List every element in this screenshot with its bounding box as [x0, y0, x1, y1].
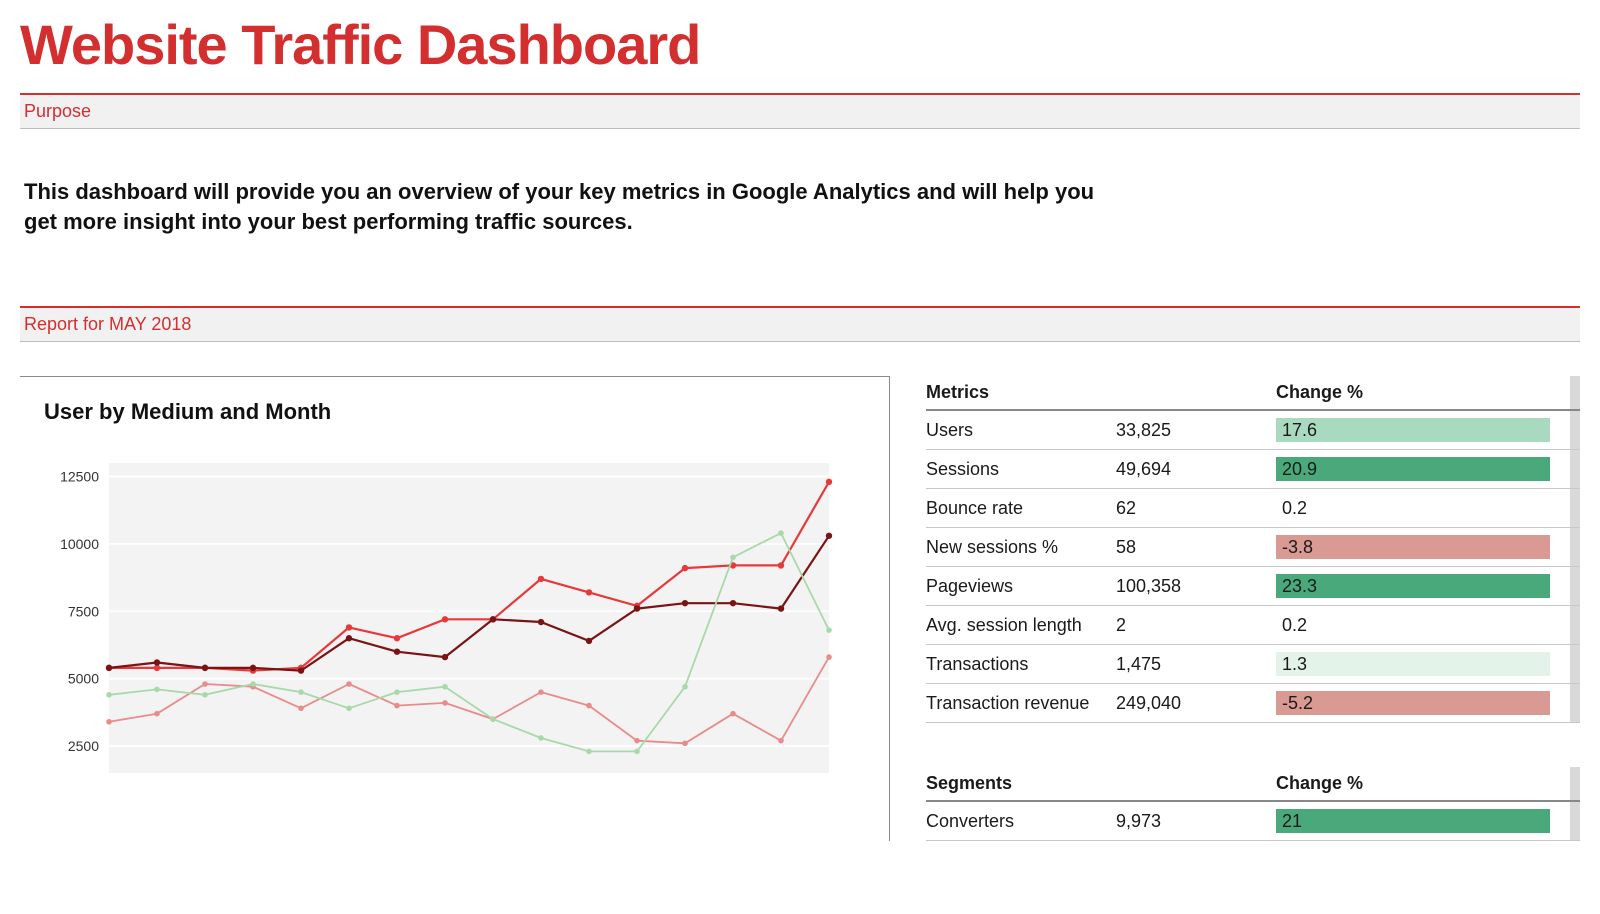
metrics-value: 249,040 — [1116, 684, 1276, 723]
metrics-edge — [1570, 528, 1580, 567]
metrics-change-label: 23.3 — [1276, 576, 1317, 596]
metrics-change: -5.2 — [1276, 684, 1570, 723]
metrics-change-label: 17.6 — [1276, 420, 1317, 440]
segments-header-metric: Segments — [926, 767, 1116, 801]
metrics-change: 1.3 — [1276, 645, 1570, 684]
segments-header-change: Change % — [1276, 767, 1570, 801]
svg-text:12500: 12500 — [60, 469, 99, 485]
metrics-change-label: 1.3 — [1276, 654, 1307, 674]
svg-text:10000: 10000 — [60, 536, 99, 552]
purpose-label: Purpose — [24, 101, 91, 121]
metrics-header-change: Change % — [1276, 376, 1570, 410]
svg-text:2500: 2500 — [68, 738, 99, 754]
metrics-value: 62 — [1116, 489, 1276, 528]
metrics-change-bar — [1276, 418, 1550, 442]
metrics-change-bar — [1276, 691, 1550, 715]
report-section-header: Report for MAY 2018 — [20, 306, 1580, 342]
metrics-change-label: 0.2 — [1276, 615, 1307, 635]
segments-row: Converters9,97321 — [926, 801, 1580, 841]
chart-title: User by Medium and Month — [44, 399, 865, 425]
metrics-header-edge — [1570, 376, 1580, 410]
chart-panel: User by Medium and Month 2500 5000 7500 100… — [20, 376, 890, 841]
metrics-header-metric: Metrics — [926, 376, 1116, 410]
metrics-change: 17.6 — [1276, 410, 1570, 450]
metrics-change-label: 0.2 — [1276, 498, 1307, 518]
metrics-value: 2 — [1116, 606, 1276, 645]
metrics-metric: Users — [926, 410, 1116, 450]
svg-text:7500: 7500 — [68, 604, 99, 620]
tables-column: Metrics Change % Users33,82517.6Sessions… — [926, 376, 1580, 841]
chart-wrap: 2500 5000 7500 10000 12500 — [44, 453, 865, 793]
metrics-metric: Transaction revenue — [926, 684, 1116, 723]
metrics-row: Pageviews100,35823.3 — [926, 567, 1580, 606]
segments-change: 21 — [1276, 801, 1570, 841]
metrics-metric: Avg. session length — [926, 606, 1116, 645]
metrics-row: Bounce rate620.2 — [926, 489, 1580, 528]
report-label: Report for MAY 2018 — [24, 314, 191, 334]
metrics-row: Transaction revenue249,040-5.2 — [926, 684, 1580, 723]
metrics-change: 0.2 — [1276, 606, 1570, 645]
metrics-metric: New sessions % — [926, 528, 1116, 567]
metrics-value: 58 — [1116, 528, 1276, 567]
metrics-metric: Transactions — [926, 645, 1116, 684]
metrics-header-value-spacer — [1116, 376, 1276, 410]
metrics-edge — [1570, 489, 1580, 528]
segments-table: Segments Change % Converters9,97321 — [926, 767, 1580, 841]
metrics-value: 100,358 — [1116, 567, 1276, 606]
segments-change-bar — [1276, 809, 1550, 833]
segments-metric: Converters — [926, 801, 1116, 841]
metrics-edge — [1570, 450, 1580, 489]
segments-header-value-spacer — [1116, 767, 1276, 801]
metrics-edge — [1570, 606, 1580, 645]
metrics-change-bar — [1276, 574, 1550, 598]
metrics-row: Sessions49,69420.9 — [926, 450, 1580, 489]
metrics-row: Users33,82517.6 — [926, 410, 1580, 450]
metrics-value: 33,825 — [1116, 410, 1276, 450]
metrics-change-label: 20.9 — [1276, 459, 1317, 479]
metrics-change-bar — [1276, 652, 1550, 676]
metrics-change: 20.9 — [1276, 450, 1570, 489]
metrics-change-bar — [1276, 535, 1550, 559]
metrics-edge — [1570, 567, 1580, 606]
metrics-change: 23.3 — [1276, 567, 1570, 606]
segments-change-label: 21 — [1276, 811, 1302, 831]
segments-header-edge — [1570, 767, 1580, 801]
segments-edge — [1570, 801, 1580, 841]
metrics-value: 49,694 — [1116, 450, 1276, 489]
metrics-edge — [1570, 410, 1580, 450]
purpose-text: This dashboard will provide you an overv… — [24, 177, 1104, 236]
page-title: Website Traffic Dashboard — [20, 12, 1580, 77]
metrics-value: 1,475 — [1116, 645, 1276, 684]
metrics-edge — [1570, 684, 1580, 723]
metrics-table: Metrics Change % Users33,82517.6Sessions… — [926, 376, 1580, 723]
metrics-change: 0.2 — [1276, 489, 1570, 528]
metrics-row: Avg. session length20.2 — [926, 606, 1580, 645]
purpose-section-header: Purpose — [20, 93, 1580, 129]
metrics-row: New sessions %58-3.8 — [926, 528, 1580, 567]
metrics-change: -3.8 — [1276, 528, 1570, 567]
metrics-change-bar — [1276, 457, 1550, 481]
metrics-metric: Bounce rate — [926, 489, 1116, 528]
metrics-change-label: -5.2 — [1276, 693, 1313, 713]
content-row: User by Medium and Month 2500 5000 7500 100… — [20, 376, 1580, 841]
metrics-metric: Pageviews — [926, 567, 1116, 606]
metrics-edge — [1570, 645, 1580, 684]
metrics-change-label: -3.8 — [1276, 537, 1313, 557]
metrics-row: Transactions1,4751.3 — [926, 645, 1580, 684]
metrics-metric: Sessions — [926, 450, 1116, 489]
segments-value: 9,973 — [1116, 801, 1276, 841]
line-chart: 2500 5000 7500 10000 12500 — [44, 453, 844, 793]
svg-text:5000: 5000 — [68, 671, 99, 687]
